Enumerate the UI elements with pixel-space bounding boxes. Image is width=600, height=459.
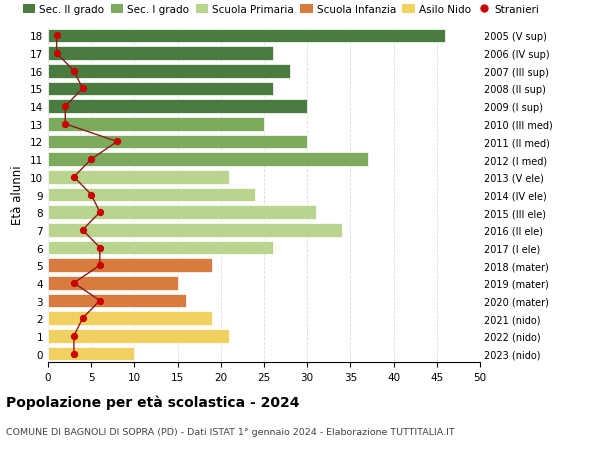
Bar (48, 294, 186, 308)
Bar (48, 206, 316, 219)
Bar (48, 312, 212, 325)
Bar (48, 241, 272, 255)
Bar (48, 259, 212, 273)
Y-axis label: Età alunni: Età alunni (11, 165, 25, 225)
Point (61, 121, 70, 128)
Bar (48, 329, 229, 343)
Point (95, 262, 104, 269)
Point (112, 139, 122, 146)
Point (78, 85, 88, 93)
Bar (48, 224, 342, 237)
Bar (48, 188, 256, 202)
Bar (48, 153, 368, 167)
Point (95, 297, 104, 305)
Bar (48, 65, 290, 78)
Text: COMUNE DI BAGNOLI DI SOPRA (PD) - Dati ISTAT 1° gennaio 2024 - Elaborazione TUTT: COMUNE DI BAGNOLI DI SOPRA (PD) - Dati I… (6, 427, 455, 436)
Bar (48, 29, 445, 43)
Point (52, 33, 61, 40)
Point (69, 174, 79, 181)
Point (69, 350, 79, 358)
Point (69, 280, 79, 287)
Point (86, 191, 96, 199)
Bar (48, 82, 272, 96)
Point (86, 156, 96, 163)
Bar (48, 171, 229, 185)
Point (78, 227, 88, 234)
Point (69, 68, 79, 75)
Point (78, 315, 88, 322)
Bar (48, 276, 178, 290)
Point (52, 50, 61, 58)
Bar (48, 100, 307, 114)
Text: Popolazione per età scolastica - 2024: Popolazione per età scolastica - 2024 (6, 395, 299, 409)
Legend: Sec. II grado, Sec. I grado, Scuola Primaria, Scuola Infanzia, Asilo Nido, Stran: Sec. II grado, Sec. I grado, Scuola Prim… (19, 1, 543, 19)
Bar (48, 118, 264, 131)
Point (95, 209, 104, 216)
Bar (48, 47, 272, 61)
Point (69, 332, 79, 340)
Point (61, 103, 70, 111)
Point (95, 244, 104, 252)
Bar (48, 347, 134, 361)
Bar (48, 135, 307, 149)
